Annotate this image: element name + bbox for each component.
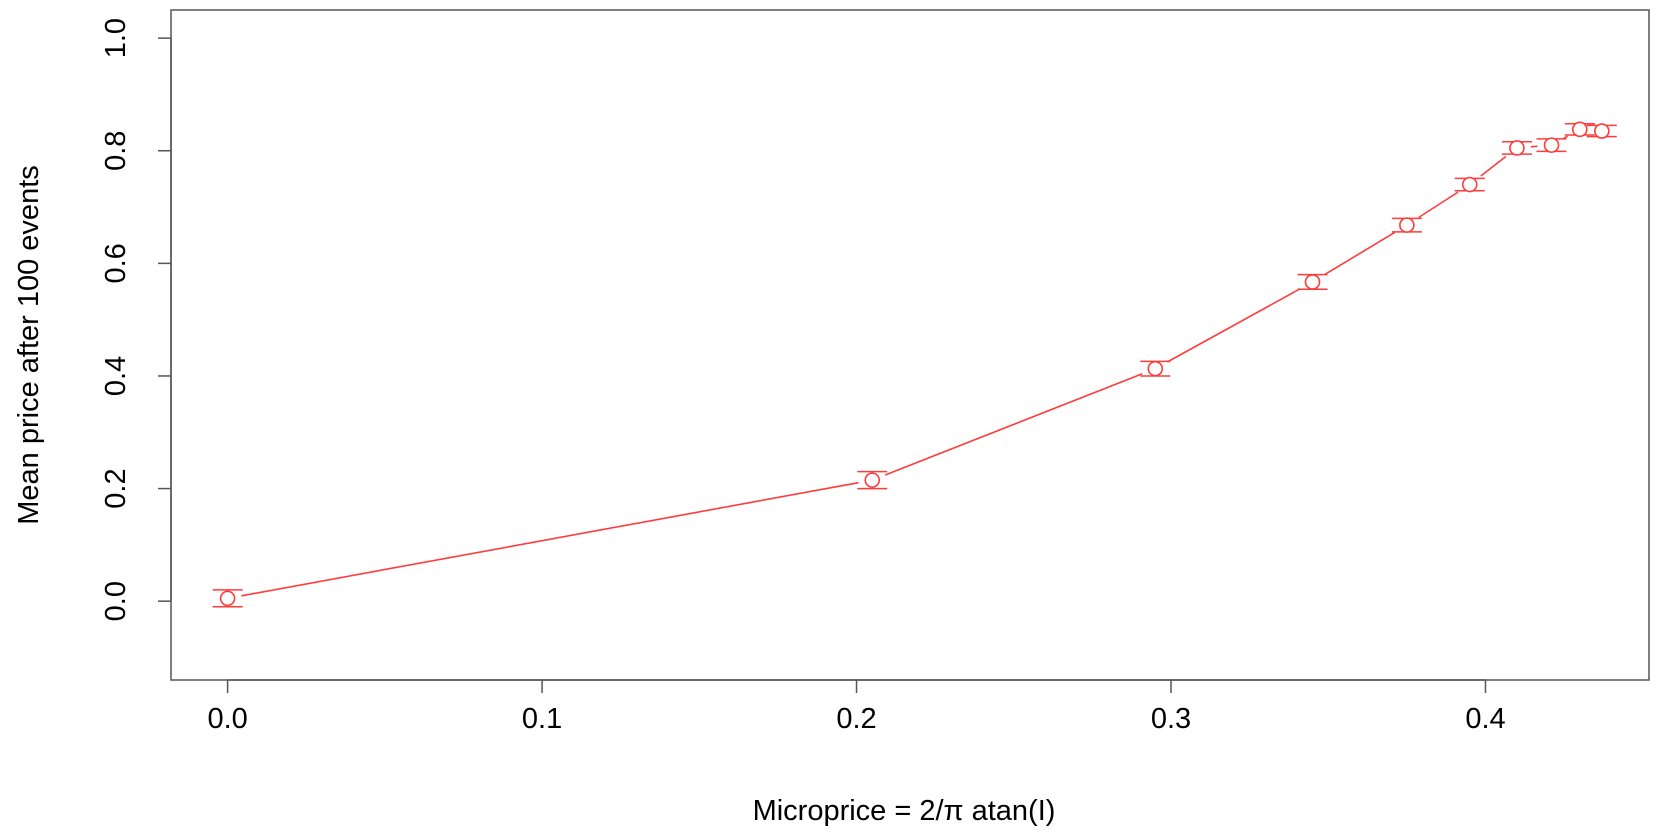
- data-point: [1147, 360, 1164, 377]
- series-line-segment: [241, 481, 859, 597]
- y-tick-label: 1.0: [100, 18, 132, 58]
- x-tick-label: 0.2: [836, 703, 876, 735]
- data-point: [1543, 137, 1560, 153]
- y-axis: 0.0 0.2 0.4 0.6 0.8 1.0: [100, 18, 172, 621]
- series-layer: [212, 121, 1617, 608]
- series-line-segment: [1418, 191, 1459, 219]
- series-line-segment: [1530, 145, 1538, 148]
- series-line-segment: [884, 373, 1143, 476]
- data-point: [1509, 140, 1525, 156]
- y-tick-label: 0.4: [100, 356, 132, 396]
- y-tick-label: 0.2: [100, 468, 132, 508]
- series-line-segment: [1324, 231, 1396, 276]
- data-point: [1461, 176, 1478, 193]
- x-tick-label: 0.3: [1151, 703, 1191, 735]
- series-line-segment: [1480, 155, 1507, 177]
- data-point: [1572, 121, 1588, 138]
- data-point: [864, 472, 881, 488]
- series-line-segment: [1167, 288, 1301, 363]
- data-point: [1399, 217, 1415, 233]
- x-tick-label: 0.4: [1465, 703, 1505, 735]
- x-axis: 0.0 0.1 0.2 0.3 0.4: [207, 679, 1506, 735]
- x-tick-label: 0.1: [522, 703, 562, 735]
- y-axis-title: Mean price after 100 events: [13, 165, 45, 524]
- y-tick-label: 0.6: [100, 243, 132, 283]
- data-point: [219, 590, 236, 607]
- data-point: [1304, 274, 1321, 290]
- series-line-segment: [1563, 135, 1568, 140]
- y-tick-label: 0.0: [100, 581, 132, 621]
- y-tick-label: 0.8: [100, 131, 132, 171]
- data-point: [1594, 123, 1610, 139]
- x-tick-label: 0.0: [207, 703, 247, 735]
- x-axis-title: Microprice = 2/π atan(I): [753, 795, 1056, 827]
